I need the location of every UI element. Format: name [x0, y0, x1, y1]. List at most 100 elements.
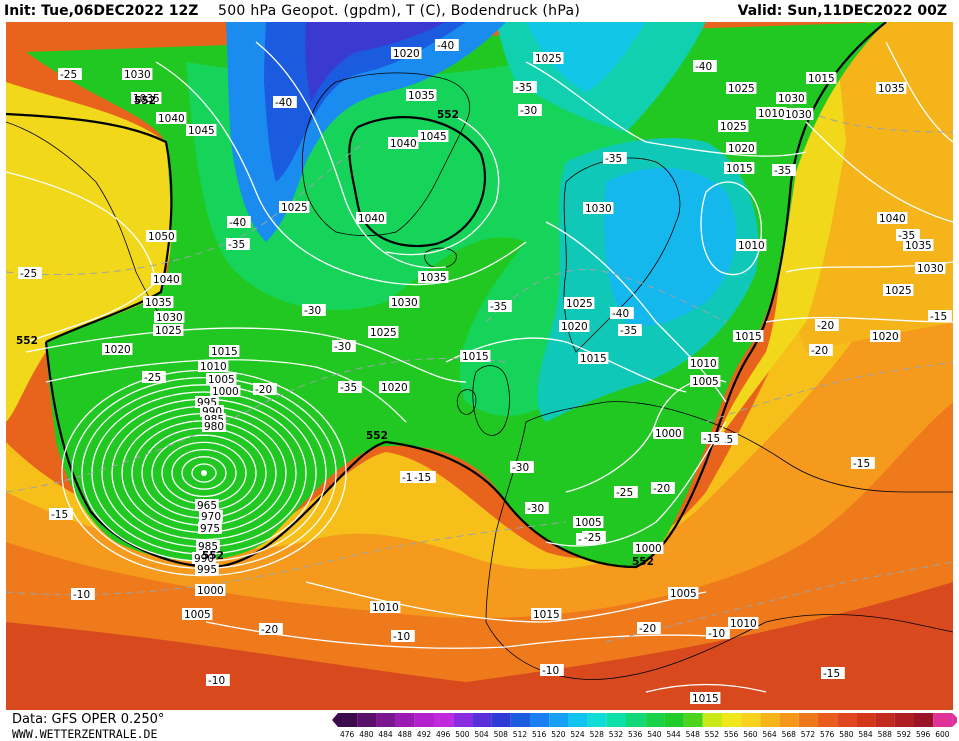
scale-swatch: [434, 713, 454, 727]
pressure-label: 1040: [158, 113, 185, 125]
temperature-label: -10: [393, 631, 410, 643]
isobar: [255, 41, 447, 269]
scale-tick-label: 564: [762, 730, 777, 739]
pressure-label: 1020: [393, 48, 420, 60]
temperature-label-bg: [253, 383, 277, 395]
temperature-label: -35: [620, 325, 637, 337]
pressure-label-bg: [388, 137, 419, 149]
pressure-label: 1015: [692, 693, 719, 705]
red-zone: [6, 582, 953, 710]
temperature-label-bg: [928, 310, 952, 322]
pressure-label: 1015: [726, 163, 753, 175]
weather-map: 1025102010301035104010451035104010451050…: [6, 22, 953, 710]
temperature-label: -40: [229, 217, 246, 229]
temperature-label-bg: [540, 664, 564, 676]
scale-tick-label: 536: [628, 730, 643, 739]
scale-tick-label: 480: [359, 730, 374, 739]
temperature-label-bg: [58, 68, 82, 80]
contour-552-northwest: [6, 112, 173, 343]
init-time: Init: Tue,06DEC2022 12Z: [4, 3, 199, 19]
canada-coast: [6, 121, 167, 323]
pressure-label-bg: [195, 563, 219, 575]
pressure-label-bg: [195, 499, 219, 511]
scale-tick-label: 580: [839, 730, 854, 739]
scale-swatch: [875, 713, 895, 727]
temperature-label-bg: [332, 340, 356, 352]
pressure-label-bg: [668, 587, 699, 599]
scale-swatch: [683, 713, 703, 727]
pressure-label: 1010: [730, 618, 757, 630]
scale-swatch: [453, 713, 473, 727]
scale-swatch: [914, 713, 934, 727]
scale-tick-label: 504: [474, 730, 489, 739]
pressure-label: 1015: [580, 353, 607, 365]
pressure-label: 1025: [728, 83, 755, 95]
scale-swatch: [702, 713, 722, 727]
pressure-label: 1015: [808, 73, 835, 85]
pressure-label: 1035: [878, 83, 905, 95]
pressure-label: 1005: [692, 376, 719, 388]
pressure-label-bg: [653, 427, 684, 439]
temperature-label: -30: [520, 105, 537, 117]
isobar: [205, 621, 727, 649]
chart-footer: Data: GFS OPER 0.250° WWW.WETTERZENTRALE…: [0, 710, 959, 741]
pressure-label: 1030: [585, 203, 612, 215]
temperature-label: -15: [414, 472, 431, 484]
pressure-label: 1005: [670, 588, 697, 600]
pressure-label-bg: [776, 92, 807, 104]
temperature-label-bg: [338, 381, 362, 393]
pressure-label-bg: [389, 296, 420, 308]
pressure-label-bg: [182, 608, 213, 620]
temperature-label-bg: [488, 300, 512, 312]
scale-swatch: [587, 713, 607, 727]
temperature-label: -40: [695, 61, 712, 73]
temperature-label: -20: [811, 345, 828, 357]
isotherm: [705, 361, 953, 423]
temperature-label: -25: [20, 268, 37, 280]
temperature-label: -10: [542, 665, 559, 677]
temperature-label: -10: [208, 675, 225, 687]
scale-tick-label: 600: [935, 730, 950, 739]
temperature-label-bg: [412, 471, 436, 483]
pressure-label: 1030: [778, 93, 805, 105]
pressure-label-bg: [418, 130, 449, 142]
scale-swatch: [395, 713, 415, 727]
scale-swatch: [818, 713, 838, 727]
scale-tick-label: 528: [590, 730, 605, 739]
scale-swatch: [338, 713, 358, 727]
pressure-label: 1020: [872, 331, 899, 343]
scale-arrow-right: [952, 713, 957, 727]
isobar: [525, 61, 807, 157]
contour-552-east: [385, 22, 887, 569]
pressure-label: 1015: [533, 609, 560, 621]
scale-swatch: [568, 713, 588, 727]
scale-swatch: [357, 713, 377, 727]
contour-label: 552: [366, 430, 388, 442]
isobar: [545, 221, 727, 403]
pressure-label: 1005: [208, 374, 235, 386]
pressure-label: 1020: [728, 143, 755, 155]
pressure-label-bg: [379, 381, 410, 393]
temperature-label-bg: [651, 482, 675, 494]
pressure-label: 1025: [885, 285, 912, 297]
pressure-label-bg: [391, 47, 422, 59]
pressure-label: 1010: [758, 108, 785, 120]
scale-swatch: [626, 713, 646, 727]
scale-swatch: [606, 713, 626, 727]
pressure-label: 1025: [155, 325, 182, 337]
pressure-label: 1035: [905, 240, 932, 252]
scale-swatch: [722, 713, 742, 727]
pressure-label: 990: [194, 553, 214, 565]
temperature-label: -25: [616, 487, 633, 499]
pressure-label: 1000: [197, 585, 224, 597]
temperature-label: -15: [51, 509, 68, 521]
temperature-label-bg: [49, 508, 73, 520]
pressure-label: 1025: [370, 327, 397, 339]
pressure-label-bg: [728, 617, 759, 629]
contour-552-greenland: [348, 116, 486, 248]
scale-tick-label: 592: [897, 730, 912, 739]
scale-tick-label: 500: [455, 730, 470, 739]
scale-tick-label: 568: [782, 730, 797, 739]
pressure-label-bg: [154, 311, 185, 323]
temperature-label: -20: [653, 483, 670, 495]
